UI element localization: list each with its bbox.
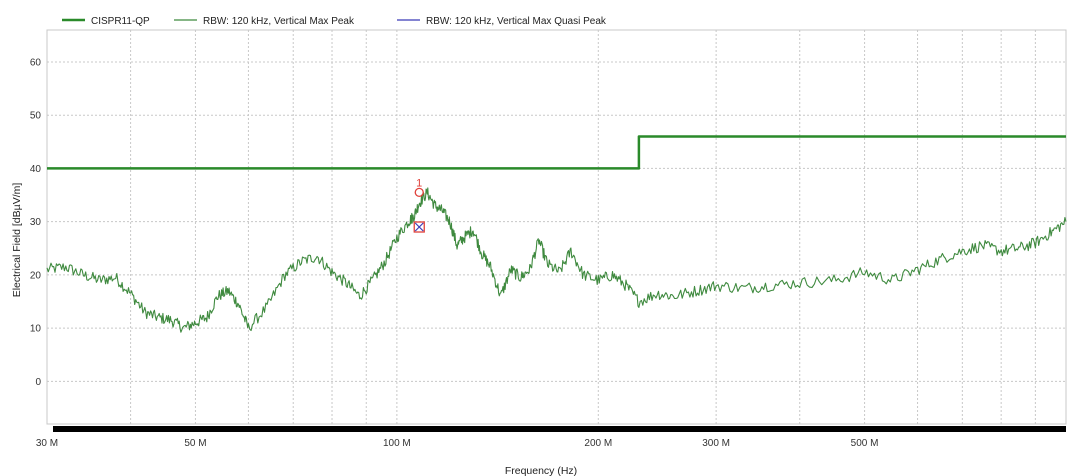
x-axis-band xyxy=(53,426,1066,432)
series-line-peak xyxy=(46,187,1067,333)
plot-area xyxy=(46,29,1067,425)
x-axis-ticks: 30 M 50 M 100 M 200 M 300 M 500 M xyxy=(36,438,879,449)
x-tick-label: 50 M xyxy=(184,438,206,449)
y-axis-title: Electrical Field [dBµV/m] xyxy=(11,183,23,298)
legend-label-limit: CISPR11-QP xyxy=(91,16,150,27)
peak-marker-label: 1 xyxy=(416,177,422,189)
peak-marker xyxy=(414,187,424,198)
x-tick-label: 100 M xyxy=(383,438,411,449)
grid-lines xyxy=(47,30,1066,424)
y-tick-label: 40 xyxy=(30,164,42,175)
x-axis-title: Frequency (Hz) xyxy=(505,465,577,476)
series-line-limit xyxy=(47,135,1066,170)
x-tick-label: 300 M xyxy=(702,438,730,449)
x-tick-label: 200 M xyxy=(584,438,612,449)
quasi-peak-marker xyxy=(413,221,425,233)
x-tick-label: 500 M xyxy=(851,438,879,449)
chart-legend: CISPR11-QP RBW: 120 kHz, Vertical Max Pe… xyxy=(62,16,607,27)
legend-label-peak: RBW: 120 kHz, Vertical Max Peak xyxy=(203,16,355,27)
series-layer xyxy=(46,135,1067,333)
y-tick-label: 50 xyxy=(30,111,42,122)
y-tick-label: 30 xyxy=(30,217,42,228)
y-tick-label: 20 xyxy=(30,270,42,281)
x-tick-label: 30 M xyxy=(36,438,58,449)
legend-label-quasi-peak: RBW: 120 kHz, Vertical Max Quasi Peak xyxy=(426,16,607,27)
y-tick-label: 10 xyxy=(30,324,42,335)
marker-layer: 1 xyxy=(413,177,425,233)
y-tick-label: 60 xyxy=(30,57,42,68)
y-axis-ticks: 0 10 20 30 40 50 60 xyxy=(30,57,42,387)
y-tick-label: 0 xyxy=(35,377,41,388)
